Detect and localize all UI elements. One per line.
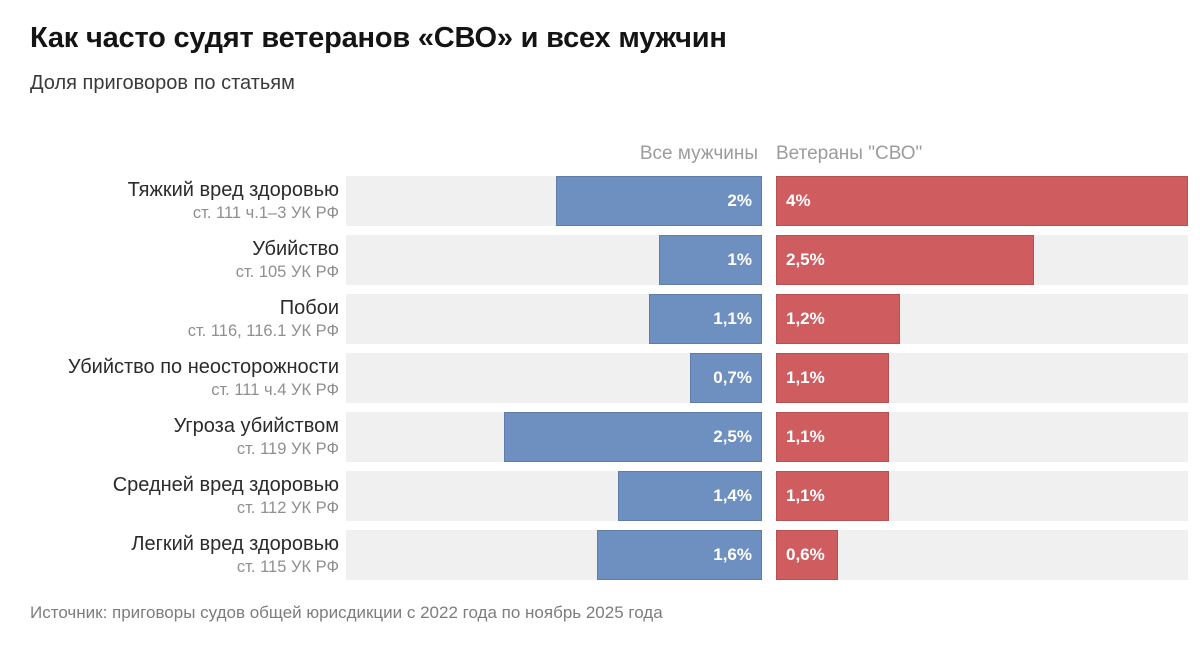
bar-all-men: 2% [556,176,762,226]
bar-all-men: 0,7% [690,353,762,403]
bar-veterans: 0,6% [776,530,838,580]
chart-row: Убийство ст. 105 УК РФ 1% 2,5% [0,235,1200,285]
chart-rows: Тяжкий вред здоровью ст. 111 ч.1–3 УК РФ 2… [0,176,1200,580]
bar-value-all-men: 1,1% [713,309,752,328]
category-article: ст. 116, 116.1 УК РФ [187,322,339,340]
bar-value-veterans: 1,1% [786,486,825,505]
category-label: Угроза убийством [173,415,339,437]
bar-track-veterans: 4% [776,176,1188,226]
category-article: ст. 111 ч.4 УК РФ [211,381,339,399]
bar-all-men: 2,5% [504,412,762,462]
bar-all-men: 1% [659,235,762,285]
bar-value-veterans: 2,5% [786,250,825,269]
chart-title: Как часто судят ветеранов «СВО» и всех м… [30,22,727,54]
bar-veterans: 1,1% [776,471,889,521]
bar-track-all-men: 2,5% [346,412,762,462]
bar-track-veterans: 2,5% [776,235,1188,285]
category-label-block: Побои ст. 116, 116.1 УК РФ [0,296,346,342]
bar-track-all-men: 1,4% [346,471,762,521]
bar-track-veterans: 1,2% [776,294,1188,344]
column-header-all-men: Все мужчины [639,143,758,164]
bar-value-all-men: 0,7% [713,368,752,387]
chart-row: Средней вред здоровью ст. 112 УК РФ 1,4% 1,… [0,471,1200,521]
category-article: ст. 111 ч.1–3 УК РФ [192,204,339,222]
bar-track-all-men: 2% [346,176,762,226]
bar-track-all-men: 0,7% [346,353,762,403]
bar-track-veterans: 1,1% [776,353,1188,403]
bar-all-men: 1,1% [649,294,762,344]
bar-all-men: 1,4% [618,471,762,521]
bar-track-veterans: 0,6% [776,530,1188,580]
source-note: Источник: приговоры судов общей юрисдикц… [30,603,663,622]
bar-value-veterans: 0,6% [786,545,825,564]
bar-all-men: 1,6% [597,530,762,580]
bar-value-all-men: 1% [727,250,752,269]
chart-row: Побои ст. 116, 116.1 УК РФ 1,1% 1,2% [0,294,1200,344]
category-label-block: Тяжкий вред здоровью ст. 111 ч.1–3 УК РФ [0,178,346,224]
category-article: ст. 112 УК РФ [236,499,339,517]
chart-subtitle: Доля приговоров по статьям [30,72,295,94]
bar-value-all-men: 2,5% [713,427,752,446]
category-label: Убийство по неосторожности [67,356,339,378]
category-label: Средней вред здоровью [112,474,339,496]
chart-row: Легкий вред здоровью ст. 115 УК РФ 1,6% 0,6… [0,530,1200,580]
category-label: Тяжкий вред здоровью [127,179,339,201]
bar-value-all-men: 1,6% [713,545,752,564]
bar-veterans: 4% [776,176,1188,226]
bar-value-all-men: 2% [727,191,752,210]
bar-track-veterans: 1,1% [776,471,1188,521]
bar-value-veterans: 1,2% [786,309,825,328]
chart-row: Тяжкий вред здоровью ст. 111 ч.1–3 УК РФ 2… [0,176,1200,226]
category-label-block: Угроза убийством ст. 119 УК РФ [0,414,346,460]
category-label-block: Средней вред здоровью ст. 112 УК РФ [0,473,346,519]
category-article: ст. 115 УК РФ [236,558,339,576]
column-header-veterans-svo: Ветераны "СВО" [776,143,923,164]
chart-row: Убийство по неосторожности ст. 111 ч.4 УК… [0,353,1200,403]
category-label-block: Легкий вред здоровью ст. 115 УК РФ [0,532,346,578]
bar-veterans: 1,2% [776,294,900,344]
bar-track-all-men: 1% [346,235,762,285]
chart-row: Угроза убийством ст. 119 УК РФ 2,5% 1,1% [0,412,1200,462]
bar-value-veterans: 1,1% [786,427,825,446]
bar-track-all-men: 1,1% [346,294,762,344]
bar-value-veterans: 1,1% [786,368,825,387]
category-label: Легкий вред здоровью [131,533,339,555]
category-label-block: Убийство по неосторожности ст. 111 ч.4 УК… [0,355,346,401]
bar-track-all-men: 1,6% [346,530,762,580]
category-label: Убийство [252,238,339,260]
category-label: Побои [279,297,339,319]
bar-veterans: 2,5% [776,235,1034,285]
bar-veterans: 1,1% [776,353,889,403]
bar-value-veterans: 4% [786,191,811,210]
category-article: ст. 105 УК РФ [235,263,339,281]
bar-veterans: 1,1% [776,412,889,462]
column-headers: Все мужчины Ветераны "СВО" [0,142,1200,166]
category-article: ст. 119 УК РФ [236,440,339,458]
bar-track-veterans: 1,1% [776,412,1188,462]
bar-value-all-men: 1,4% [713,486,752,505]
category-label-block: Убийство ст. 105 УК РФ [0,237,346,283]
